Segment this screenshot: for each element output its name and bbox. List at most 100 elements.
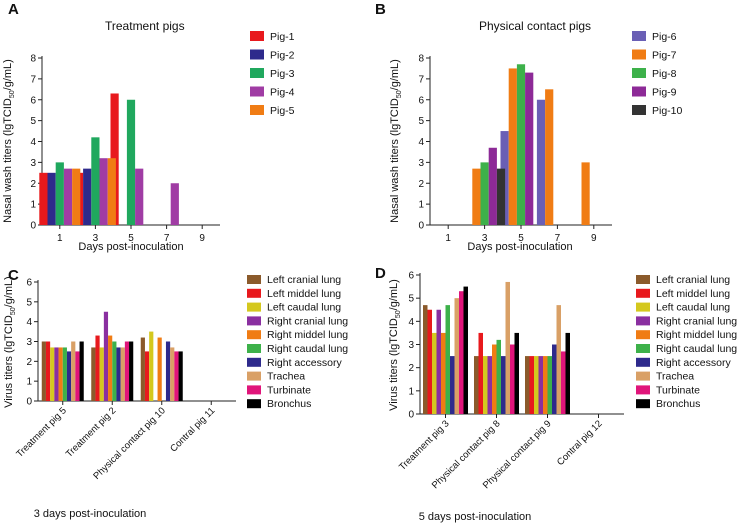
bar-right-accessory xyxy=(450,356,455,414)
legend-label: Right caudal lung xyxy=(656,343,737,355)
bar-trachea xyxy=(120,347,125,401)
bar-left-cranial-lung xyxy=(91,347,96,401)
legend-label: Trachea xyxy=(267,371,305,383)
bar-pig-3 xyxy=(126,99,136,225)
legend-label: Pig-7 xyxy=(652,50,677,62)
bar-bronchus xyxy=(463,286,468,414)
legend-label: Pig-4 xyxy=(270,87,295,99)
bar-right-caudal-lung xyxy=(112,341,117,401)
legend-label: Bronchus xyxy=(267,398,311,410)
legend-label: Right accessory xyxy=(267,357,342,369)
legend-swatch xyxy=(636,371,650,381)
y-tick-label: 1 xyxy=(30,200,36,211)
bar-left-middel-lung xyxy=(427,309,432,414)
y-axis-label-part: Nasal wash titers (lgTCID xyxy=(389,98,401,223)
bar-right-caudal-lung xyxy=(547,356,552,414)
y-axis-label-part: Nasal wash titers (lgTCID xyxy=(2,98,14,223)
bar-pig-2 xyxy=(47,172,56,225)
panel-letter: D xyxy=(375,265,386,282)
bar-pig-10 xyxy=(496,168,506,225)
y-axis-label-part: /g/mL) xyxy=(389,59,401,90)
bar-pig-5 xyxy=(72,168,81,225)
bar-right-cranial-lung xyxy=(487,356,492,414)
bar-pig-4 xyxy=(63,168,73,225)
x-tick-label: 9 xyxy=(199,233,205,244)
bar-right-accessory xyxy=(116,347,121,401)
legend-swatch xyxy=(247,316,261,326)
x-tick-label: 3 xyxy=(93,233,99,244)
legend-label: Pig-6 xyxy=(652,31,677,43)
legend-label: Pig-9 xyxy=(652,87,677,99)
y-axis-label: Nasal wash titers (lgTCID50/g/mL) xyxy=(2,59,16,223)
legend-label: Trachea xyxy=(656,371,694,383)
legend-swatch xyxy=(636,316,650,326)
y-tick-label: 4 xyxy=(30,137,36,148)
legend-label: Right cranial lung xyxy=(267,315,348,327)
y-tick-label: 0 xyxy=(418,221,424,232)
bar-left-cranial-lung xyxy=(423,305,428,414)
bar-bronchus xyxy=(79,341,84,401)
legend-label: Left cranial lung xyxy=(656,274,730,286)
bar-pig-8 xyxy=(516,64,526,225)
legend-swatch xyxy=(247,288,261,298)
bar-pig-6 xyxy=(536,99,546,225)
y-axis-label-subscript: 50 xyxy=(10,307,17,315)
bar-trachea xyxy=(454,298,459,414)
legend-swatch xyxy=(632,68,646,78)
legend-label: Turbinate xyxy=(267,384,311,396)
legend-label: Right caudal lung xyxy=(267,343,348,355)
y-tick-label: 5 xyxy=(418,116,424,127)
bar-right-middel-lung xyxy=(58,347,63,401)
bar-left-middel-lung xyxy=(144,351,150,401)
bar-turbinate xyxy=(124,341,130,401)
x-tick-label: 5 xyxy=(518,233,524,244)
y-axis-label: Nasal wash titers (lgTCID50/g/mL) xyxy=(389,59,403,223)
legend-swatch xyxy=(632,31,646,41)
bar-pig-7 xyxy=(508,68,517,225)
bar-right-accessory xyxy=(501,356,506,414)
bar-left-caudal-lung xyxy=(99,347,104,401)
bar-bronchus xyxy=(514,332,519,414)
legend-swatch xyxy=(632,86,646,97)
bar-left-cranial-lung xyxy=(41,341,46,401)
bar-right-accessory xyxy=(66,351,72,401)
y-tick-label: 6 xyxy=(30,95,36,106)
bar-trachea xyxy=(170,347,175,401)
bar-turbinate xyxy=(510,344,515,414)
y-tick-label: 3 xyxy=(30,158,36,169)
x-tick-label: Contral pig 11 xyxy=(168,405,217,454)
legend-swatch xyxy=(247,302,261,312)
chart-title: Treatment pigs xyxy=(105,19,185,33)
y-tick-label: 0 xyxy=(30,221,36,232)
bar-right-cranial-lung xyxy=(436,309,441,414)
y-axis-label-part: /g/mL) xyxy=(2,59,14,90)
bar-pig-3 xyxy=(55,162,64,225)
legend-label: Right middel lung xyxy=(267,329,348,341)
y-tick-label: 3 xyxy=(418,158,424,169)
legend-swatch xyxy=(636,344,650,353)
x-tick-label: Treatment pig 3 xyxy=(397,418,452,473)
y-axis-label: Virus titers (lgTCID50/g/mL) xyxy=(3,276,17,408)
y-tick-label: 2 xyxy=(26,357,32,368)
x-tick-label: 9 xyxy=(591,233,597,244)
legend-label: Left cranial lung xyxy=(267,274,341,286)
legend-swatch xyxy=(636,302,650,312)
x-tick-label: Treatment pig 2 xyxy=(64,405,119,460)
y-axis-label-subscript: 50 xyxy=(396,90,403,98)
legend-swatch xyxy=(636,357,650,367)
panel-letter: C xyxy=(8,267,19,284)
y-tick-label: 5 xyxy=(408,294,414,305)
legend-swatch xyxy=(636,385,650,395)
bar-left-cranial-lung xyxy=(140,337,145,401)
bar-pig-1 xyxy=(39,172,48,225)
bar-pig-7 xyxy=(545,89,554,225)
y-tick-label: 2 xyxy=(30,179,36,190)
y-axis-label-part: Virus titers (lgTCID xyxy=(388,318,400,411)
legend-label: Left middel lung xyxy=(267,288,341,300)
x-tick-label: 1 xyxy=(57,233,63,244)
legend-swatch xyxy=(250,105,264,115)
bar-left-caudal-lung xyxy=(432,332,437,414)
y-tick-label: 3 xyxy=(408,340,414,351)
x-axis-label: 3 days post-inoculation xyxy=(34,508,147,520)
panel-letter: A xyxy=(8,1,19,18)
